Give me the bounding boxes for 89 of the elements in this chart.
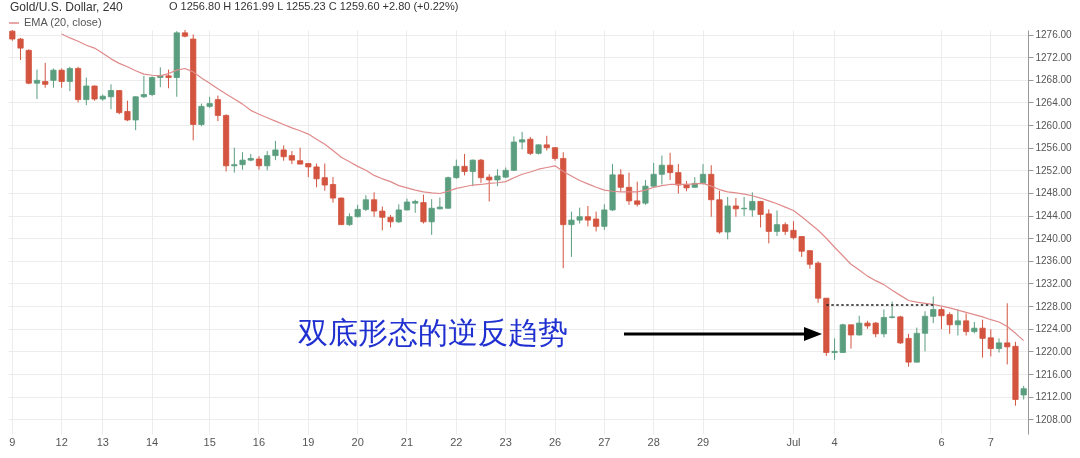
- y-tick-label: 1272.00: [1035, 51, 1073, 63]
- chart-title: Gold/U.S. Dollar, 240: [10, 0, 124, 14]
- candlestick: [749, 191, 756, 218]
- candlestick: [453, 159, 460, 180]
- candlestick: [954, 309, 961, 337]
- y-tick-label: 1268.00: [1035, 74, 1073, 86]
- x-tick-label: 29: [696, 435, 710, 448]
- candlestick: [149, 75, 156, 97]
- x-tick-label: 20: [351, 435, 364, 448]
- y-tick-label: 1216.00: [1035, 368, 1073, 380]
- y-tick-label: 1228.00: [1035, 300, 1073, 312]
- x-tick-label: Jul: [786, 435, 801, 448]
- candlestick: [140, 75, 147, 99]
- candlestick: [584, 205, 591, 227]
- y-tick-label: 1256.00: [1035, 142, 1073, 154]
- y-tick-label: 1208.00: [1035, 413, 1073, 425]
- x-tick-label: 26: [548, 435, 562, 448]
- candlestick: [889, 301, 896, 320]
- candlestick: [667, 152, 674, 181]
- y-tick-label: 1232.00: [1035, 277, 1073, 289]
- candlestick: [519, 131, 526, 150]
- candlestick: [856, 315, 863, 337]
- candlestick: [930, 296, 937, 324]
- y-tick-label: 1248.00: [1035, 187, 1073, 199]
- candlestick: [477, 158, 485, 184]
- x-tick-label: 14: [145, 435, 159, 448]
- candlestick: [732, 197, 739, 218]
- x-tick-label: 27: [598, 435, 611, 448]
- x-tick-label: 4: [831, 435, 838, 448]
- y-tick-label: 1236.00: [1035, 255, 1073, 267]
- candlestick: [214, 95, 221, 122]
- candlestick: [625, 172, 633, 206]
- candlestick: [880, 309, 887, 338]
- candlestick: [847, 324, 855, 350]
- x-tick-label: 15: [203, 435, 216, 448]
- candlestick: [995, 337, 1003, 354]
- y-tick-label: 1252.00: [1035, 164, 1073, 176]
- x-tick-label: 7: [987, 435, 994, 448]
- candlestick: [132, 95, 139, 131]
- candlestick: [157, 66, 164, 88]
- candlestick: [66, 66, 73, 92]
- candlestick: [593, 211, 600, 232]
- x-tick-label: 28: [647, 435, 660, 448]
- x-tick-label: 21: [400, 435, 414, 448]
- x-tick-label: 22: [450, 435, 463, 448]
- candlestick: [42, 62, 49, 89]
- y-tick-label: 1244.00: [1035, 210, 1073, 222]
- candlestick: [395, 203, 402, 224]
- x-tick-label: 6: [938, 435, 945, 448]
- candlestick: [83, 77, 90, 106]
- candlestick: [428, 198, 435, 236]
- x-tick-label: 9: [9, 435, 16, 448]
- candlestick: [634, 181, 641, 208]
- candlestick: [469, 159, 476, 187]
- y-tick-label: 1276.00: [1035, 29, 1073, 41]
- candlestick: [420, 194, 427, 225]
- x-tick-label: 23: [499, 435, 512, 448]
- y-tick-label: 1260.00: [1035, 119, 1073, 131]
- candlestick: [921, 310, 929, 352]
- y-tick-label: 1220.00: [1035, 345, 1073, 357]
- x-tick-label: 19: [302, 435, 315, 448]
- candlestick: [658, 155, 665, 185]
- chart-subtitle: O 1256.80 H 1261.99 L 1255.23 C 1259.60 +2.80 (+0.22%): [168, 0, 459, 12]
- candlestick: [617, 168, 624, 192]
- candlestick: [33, 69, 41, 100]
- candlestick: [527, 136, 534, 156]
- x-tick-label: 16: [252, 435, 266, 448]
- candlestick: [107, 83, 115, 110]
- candlestick: [329, 176, 337, 204]
- candlestick: [461, 153, 468, 176]
- legend-label: EMA (20, close): [24, 16, 102, 28]
- candlestick: [486, 173, 493, 202]
- candlestick: [436, 196, 443, 210]
- x-tick-label: 13: [96, 435, 109, 448]
- candlestick: [50, 67, 57, 89]
- y-tick-label: 1224.00: [1035, 323, 1073, 335]
- candlestick: [297, 147, 304, 165]
- y-tick-label: 1240.00: [1035, 232, 1073, 244]
- candlestick: [806, 249, 813, 270]
- candlestick: [288, 150, 295, 165]
- candlestick: [165, 69, 172, 89]
- y-tick-label: 1264.00: [1035, 96, 1073, 108]
- candlestick: [371, 191, 378, 218]
- candlestick: [773, 210, 781, 237]
- candlestick: [963, 312, 970, 337]
- annotation: 双底形态的逆反趋势: [298, 315, 568, 350]
- candlestick: [58, 67, 65, 89]
- y-tick-label: 1212.00: [1035, 391, 1073, 403]
- x-tick-label: 12: [55, 435, 68, 448]
